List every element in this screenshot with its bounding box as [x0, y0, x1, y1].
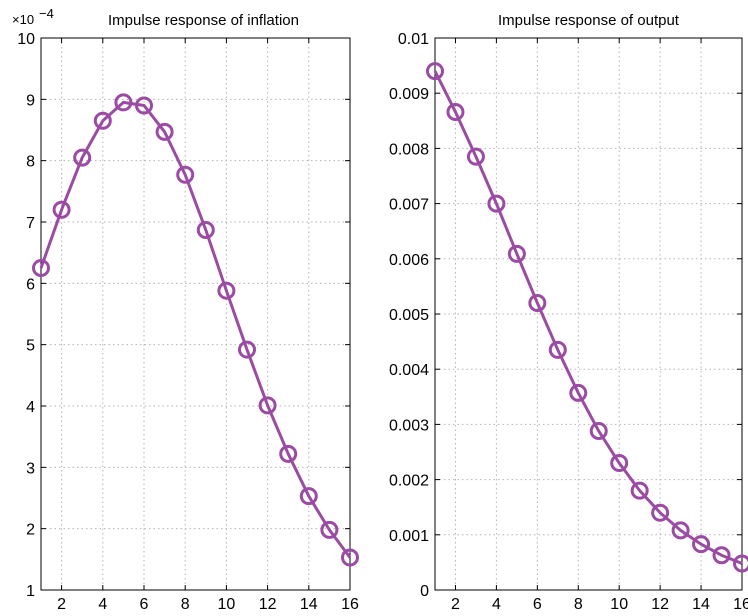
- inflation-data-point: [217, 281, 236, 300]
- output-x-tick-label: 16: [733, 596, 748, 613]
- inflation-x-tick-label: 8: [181, 596, 190, 613]
- output-series-line: [433, 70, 743, 565]
- output-x-tick-label: 10: [610, 596, 628, 613]
- inflation-y-scale-exponent: −4: [39, 6, 54, 21]
- inflation-y-tick-label: 10: [17, 31, 35, 48]
- inflation-y-scale-label: ×10: [12, 12, 34, 27]
- output-y-tick-label: 0.007: [389, 197, 429, 214]
- output-x-tick-label: 6: [533, 596, 542, 613]
- output-data-point: [589, 422, 608, 441]
- inflation-y-tick-label: 2: [26, 522, 35, 539]
- output-data-point: [569, 383, 588, 402]
- inflation-y-tick-label: 3: [26, 460, 35, 477]
- output-chart-title: Impulse response of output: [498, 12, 680, 29]
- output-y-tick-label: 0.006: [389, 252, 429, 269]
- output-panel: 2 4 6 8 10 12 14 16 0 0.001 0.002 0.003 0.004 0.005 0.…: [389, 12, 748, 613]
- inflation-data-point: [155, 122, 174, 141]
- output-x-tick-label: 2: [451, 596, 460, 613]
- output-data-point: [528, 293, 547, 312]
- inflation-data-point: [114, 93, 133, 112]
- output-data-point: [548, 340, 567, 359]
- output-y-tick-label: 0.008: [389, 141, 429, 158]
- inflation-x-tick-label: 12: [259, 596, 277, 613]
- inflation-data-point: [238, 340, 256, 359]
- inflation-data-point: [32, 259, 50, 277]
- output-data-point: [671, 521, 690, 540]
- inflation-chart-title: Impulse response of inflation: [108, 12, 299, 29]
- inflation-x-tick-label: 4: [98, 596, 107, 613]
- inflation-data-point: [299, 487, 318, 506]
- output-x-tick-label: 8: [574, 596, 583, 613]
- output-data-point: [630, 481, 649, 500]
- inflation-plot-area: [41, 38, 350, 590]
- output-data-point: [733, 554, 748, 573]
- output-x-tick-label: 12: [651, 596, 669, 613]
- output-data-point: [487, 194, 506, 213]
- output-x-tick-label: 14: [692, 596, 710, 613]
- inflation-x-tick-label: 10: [218, 596, 236, 613]
- output-data-point: [426, 62, 444, 81]
- inflation-data-point: [73, 148, 92, 167]
- output-y-tick-label: 0.005: [389, 307, 429, 324]
- inflation-data-point: [196, 220, 215, 239]
- output-x-tick-label: 4: [492, 596, 501, 613]
- output-y-tick-label: 0.001: [389, 528, 429, 545]
- output-data-point: [692, 535, 711, 554]
- inflation-data-point: [341, 548, 359, 567]
- inflation-x-tick-label: 16: [341, 596, 359, 613]
- inflation-x-tick-label: 6: [140, 596, 149, 613]
- inflation-x-tick-label: 2: [57, 596, 66, 613]
- inflation-data-point: [52, 200, 71, 219]
- inflation-data-point: [93, 111, 112, 130]
- output-y-tick-label: 0.003: [389, 417, 429, 434]
- inflation-y-tick-label: 1: [26, 583, 35, 600]
- output-y-tick-label: 0.004: [389, 362, 429, 379]
- inflation-y-tick-label: 5: [26, 338, 35, 355]
- output-y-tick-label: 0.002: [389, 473, 429, 490]
- output-y-tick-label: 0.009: [389, 86, 429, 103]
- output-data-point: [651, 503, 670, 522]
- inflation-data-point: [176, 165, 195, 184]
- inflation-axes-box: [40, 37, 351, 591]
- output-data-point: [610, 454, 629, 473]
- inflation-data-point: [135, 96, 153, 115]
- output-data-point: [507, 244, 526, 263]
- output-y-tick-label: 0: [420, 583, 429, 600]
- output-data-point: [446, 102, 465, 121]
- inflation-data-point: [279, 444, 298, 463]
- inflation-data-point: [258, 396, 277, 415]
- output-data-point: [466, 147, 485, 166]
- inflation-y-tick-label: 7: [26, 215, 35, 232]
- inflation-y-tick-label: 8: [26, 154, 35, 171]
- inflation-x-tick-label: 14: [300, 596, 318, 613]
- output-y-tick-label: 0.01: [398, 31, 429, 48]
- inflation-y-tick-label: 9: [26, 92, 35, 109]
- inflation-series-line: [39, 100, 352, 559]
- inflation-data-point: [320, 520, 339, 539]
- inflation-y-tick-label: 4: [26, 399, 35, 416]
- output-data-point: [712, 546, 731, 565]
- inflation-y-tick-label: 6: [26, 276, 35, 293]
